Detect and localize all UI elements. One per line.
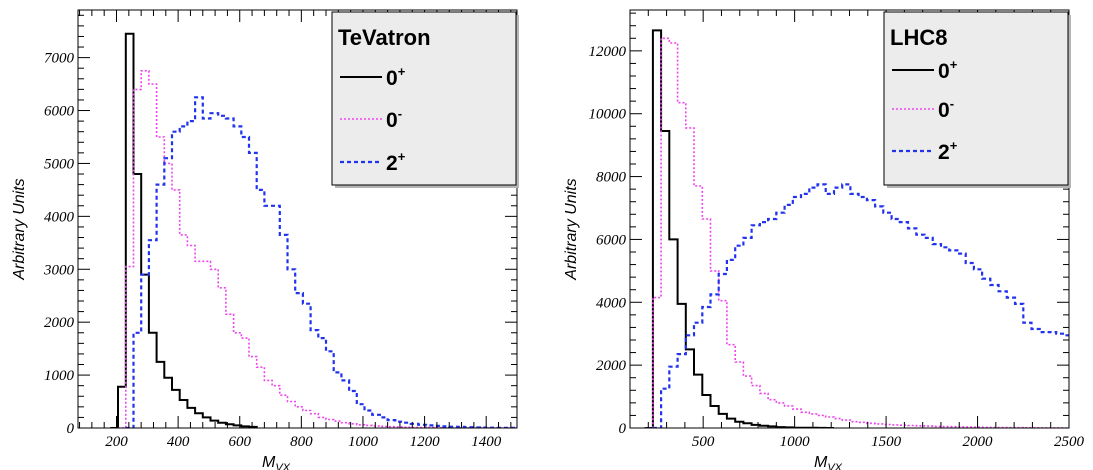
x-tick-label: 800: [290, 434, 313, 450]
y-tick-label: 1000: [44, 368, 75, 384]
legend-label-sup: +: [950, 138, 958, 153]
x-tick-label: 1400: [471, 434, 502, 450]
x-tick-label: 200: [105, 434, 128, 450]
series-group: [110, 32, 517, 428]
x-axis-title: MVX: [814, 454, 843, 470]
legend-label-2+: 2+: [938, 138, 958, 164]
legend-title: TeVatron: [338, 25, 431, 50]
legend-label-sup: +: [398, 64, 406, 79]
y-tick-label: 10000: [589, 107, 627, 123]
legend-label-main: 0: [938, 99, 950, 122]
y-tick-label: 6000: [44, 104, 75, 120]
legend-label-sup: -: [398, 106, 402, 121]
legend-label-main: 2: [938, 141, 950, 164]
legend-label-sup: +: [398, 149, 406, 164]
x-axis-title: MVX: [262, 454, 291, 470]
series-line-0+: [110, 32, 258, 428]
legend-label-0+: 0+: [386, 64, 406, 90]
y-tick-label: 6000: [596, 232, 627, 248]
x-axis-title-main: M: [262, 454, 276, 470]
legend-frame: [331, 11, 517, 186]
plot-frame: [77, 9, 518, 429]
x-axis-title-subscript: VX: [827, 462, 842, 470]
legend-label-0-: 0-: [938, 96, 954, 122]
legend-label-main: 0: [938, 60, 950, 83]
y-tick-label: 12000: [589, 44, 627, 60]
legend-label-2+: 2+: [386, 149, 406, 175]
series-line-0+: [644, 29, 834, 428]
y-axis-title: Arbitrary Units: [563, 178, 580, 280]
legend-label-sup: +: [950, 57, 958, 72]
x-axis-title-subscript: VX: [275, 462, 290, 470]
x-tick-label: 2000: [963, 434, 994, 450]
y-tick-label: 2000: [596, 358, 627, 374]
x-tick-label: 1200: [410, 434, 441, 450]
series-line-2+: [125, 96, 517, 428]
y-tick-label: 4000: [44, 209, 75, 225]
x-tick-label: 2500: [1054, 434, 1085, 450]
legend-title: LHC8: [890, 25, 947, 50]
series-line-2+: [652, 183, 1069, 428]
x-tick-label: 400: [167, 434, 190, 450]
y-tick-label: 5000: [44, 156, 75, 172]
y-tick-label: 0: [619, 421, 627, 437]
legend-label-sup: -: [950, 96, 954, 111]
y-tick-label: 7000: [44, 51, 75, 67]
x-tick-label: 1500: [871, 434, 902, 450]
y-tick-label: 3000: [43, 262, 75, 278]
series-line-0-: [118, 70, 517, 428]
legend-label-main: 2: [386, 152, 398, 175]
legend-label-0-: 0-: [386, 106, 402, 132]
y-tick-label: 2000: [44, 315, 75, 331]
x-tick-label: 500: [692, 434, 715, 450]
legend-frame: [883, 11, 1069, 186]
x-tick-label: 1000: [348, 434, 379, 450]
y-tick-label: 4000: [596, 295, 627, 311]
x-tick-label: 600: [228, 434, 251, 450]
series-line-0-: [644, 37, 1069, 428]
legend-label-main: 0: [386, 67, 398, 90]
x-tick-label: 1000: [780, 434, 811, 450]
legend-label-main: 0: [386, 109, 398, 132]
x-axis-title-main: M: [814, 454, 828, 470]
y-tick-label: 8000: [596, 170, 627, 186]
legend-label-0+: 0+: [938, 57, 958, 83]
y-axis-title: Arbitrary Units: [11, 178, 28, 280]
y-tick-label: 0: [67, 421, 75, 437]
